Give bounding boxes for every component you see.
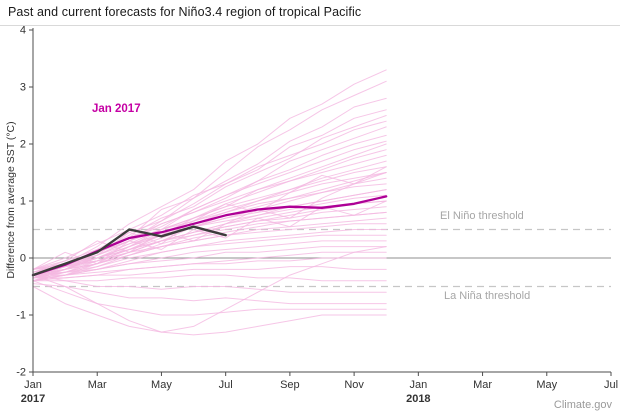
- x-year-label: 2018: [406, 393, 430, 405]
- ensemble-member-line: [32, 234, 387, 276]
- y-axis-label: Difference from average SST (°C): [5, 121, 17, 279]
- el-nino-threshold-label: El Niño threshold: [440, 210, 524, 222]
- x-tick-label: May: [151, 379, 172, 391]
- y-tick-label: 0: [20, 253, 26, 265]
- ensemble-member-line: [32, 246, 387, 276]
- x-tick-label: May: [536, 379, 557, 391]
- ensemble-member-line: [32, 194, 387, 273]
- ensemble-member-line: [32, 69, 387, 276]
- y-tick-label: 1: [20, 196, 26, 208]
- ensemble-member-line: [32, 280, 387, 316]
- forecast-start-label: Jan 2017: [92, 103, 141, 115]
- la-nina-threshold-label: La Niña threshold: [444, 290, 531, 302]
- x-tick-label: Jan: [409, 379, 427, 391]
- x-tick-label: Sep: [280, 379, 300, 391]
- ensemble-member-line: [32, 172, 387, 273]
- x-tick-label: Mar: [473, 379, 492, 391]
- y-tick-label: 2: [20, 139, 26, 151]
- ensemble-member-line: [32, 274, 387, 293]
- x-tick-label: Jul: [604, 379, 618, 391]
- ensemble-member-line: [32, 266, 387, 279]
- y-tick-label: -2: [16, 367, 26, 379]
- observed-line: [31, 225, 227, 277]
- x-year-label: 2017: [21, 393, 45, 405]
- y-tick-label: -1: [16, 310, 26, 322]
- x-tick-label: Mar: [88, 379, 107, 391]
- ensemble-member-line: [32, 286, 387, 336]
- ensemble-member-line: [32, 257, 387, 276]
- x-tick-label: Jan: [24, 379, 42, 391]
- x-tick-label: Nov: [344, 379, 364, 391]
- ensemble-member-line: [32, 283, 387, 305]
- ensemble-member-line: [32, 154, 387, 270]
- ensemble-member-line: [32, 274, 387, 282]
- attribution: Climate.gov: [553, 399, 612, 411]
- title-divider: [0, 25, 620, 26]
- ensemble-member-line: [32, 246, 387, 333]
- x-tick-label: Jul: [219, 379, 233, 391]
- y-tick-label: 3: [20, 82, 26, 94]
- chart-title: Past and current forecasts for Niño3.4 r…: [8, 5, 362, 19]
- ensemble-member-line: [32, 120, 387, 270]
- y-tick-label: 4: [20, 25, 26, 37]
